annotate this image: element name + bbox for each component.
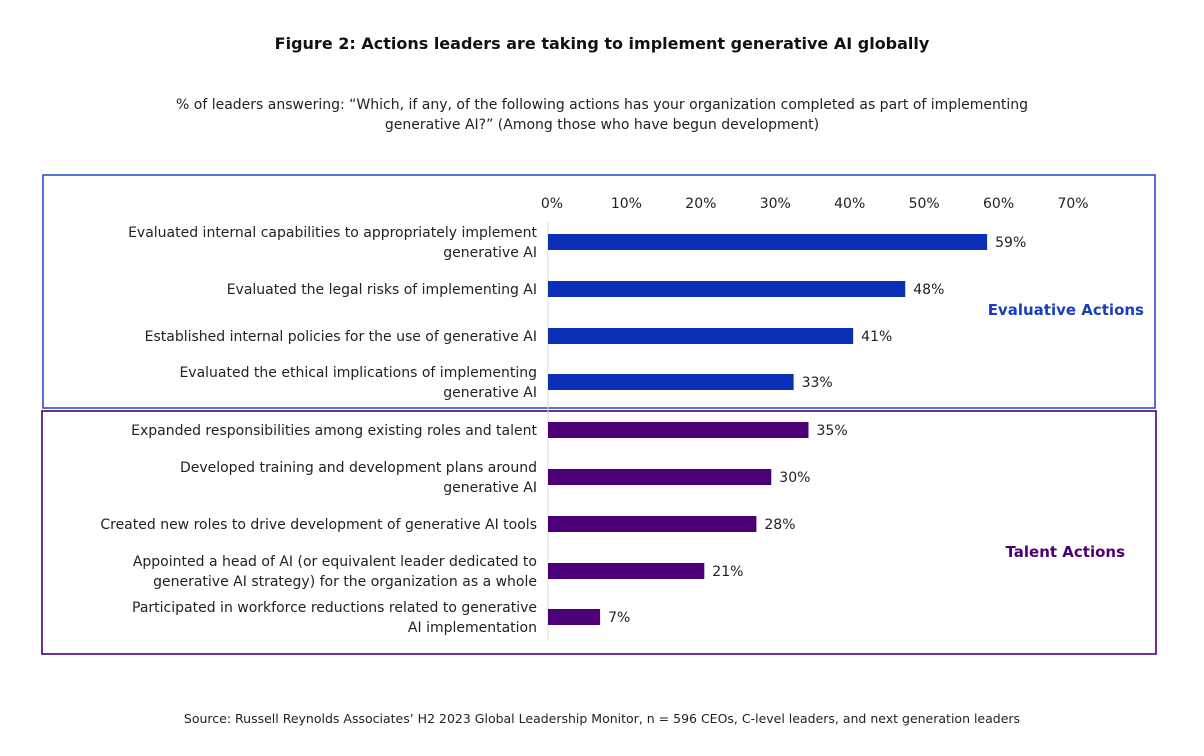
data-label: 7% <box>608 610 630 626</box>
x-tick-label: 60% <box>983 196 1014 212</box>
category-label: Evaluated the legal risks of implementin… <box>227 282 537 298</box>
category-label-line: generative AI <box>443 245 537 261</box>
category-label-line: generative AI <box>443 385 537 401</box>
group-label: Talent Actions <box>1005 543 1125 561</box>
bar <box>548 609 601 625</box>
x-tick-label: 20% <box>685 196 716 212</box>
category-label: Evaluated the ethical implications of im… <box>179 365 537 401</box>
bar <box>548 563 705 579</box>
data-label: 33% <box>802 375 833 391</box>
x-tick-label: 70% <box>1057 196 1088 212</box>
data-label: 48% <box>913 282 944 298</box>
category-label: Established internal policies for the us… <box>145 329 537 345</box>
data-label: 21% <box>712 564 743 580</box>
x-tick-label: 10% <box>611 196 642 212</box>
group-label: Evaluative Actions <box>988 301 1144 319</box>
data-label: 59% <box>995 235 1026 251</box>
bar <box>548 374 794 390</box>
source-note: Source: Russell Reynolds Associates’ H2 … <box>183 711 1021 726</box>
bar <box>548 234 988 250</box>
x-tick-label: 0% <box>541 196 563 212</box>
bar <box>548 281 906 297</box>
category-label-line: Established internal policies for the us… <box>145 329 537 345</box>
chart-title: Figure 2: Actions leaders are taking to … <box>274 34 930 53</box>
group-box-1 <box>41 410 1157 655</box>
category-label-line: Evaluated the ethical implications of im… <box>179 365 537 381</box>
category-label-line: Created new roles to drive development o… <box>100 517 537 533</box>
category-label: Expanded responsibilities among existing… <box>131 423 537 439</box>
data-label: 30% <box>779 470 810 486</box>
x-tick-label: 40% <box>834 196 865 212</box>
group-box-0 <box>42 174 1156 409</box>
category-label-line: AI implementation <box>408 620 537 636</box>
x-tick-label: 50% <box>909 196 940 212</box>
category-label: Appointed a head of AI (or equivalent le… <box>133 554 537 590</box>
category-label: Created new roles to drive development o… <box>100 517 537 533</box>
category-label-line: Participated in workforce reductions rel… <box>132 600 537 616</box>
category-label-line: generative AI strategy) for the organiza… <box>153 574 537 590</box>
data-label: 35% <box>817 423 848 439</box>
category-label: Participated in workforce reductions rel… <box>132 600 537 636</box>
category-label-line: Evaluated internal capabilities to appro… <box>128 225 537 241</box>
bar <box>548 516 757 532</box>
chart-subtitle: % of leaders answering: “Which, if any, … <box>176 97 1028 133</box>
category-label-line: Expanded responsibilities among existing… <box>131 423 537 439</box>
category-label-line: Evaluated the legal risks of implementin… <box>227 282 537 298</box>
bar <box>548 328 854 344</box>
data-label: 41% <box>861 329 892 345</box>
category-label-line: generative AI <box>443 480 537 496</box>
bar <box>548 422 809 438</box>
bar <box>548 469 772 485</box>
category-label: Developed training and development plans… <box>180 460 537 496</box>
x-tick-label: 30% <box>760 196 791 212</box>
category-label-line: Developed training and development plans… <box>180 460 537 476</box>
category-label-line: Appointed a head of AI (or equivalent le… <box>133 554 537 570</box>
category-label: Evaluated internal capabilities to appro… <box>128 225 537 261</box>
data-label: 28% <box>764 517 795 533</box>
